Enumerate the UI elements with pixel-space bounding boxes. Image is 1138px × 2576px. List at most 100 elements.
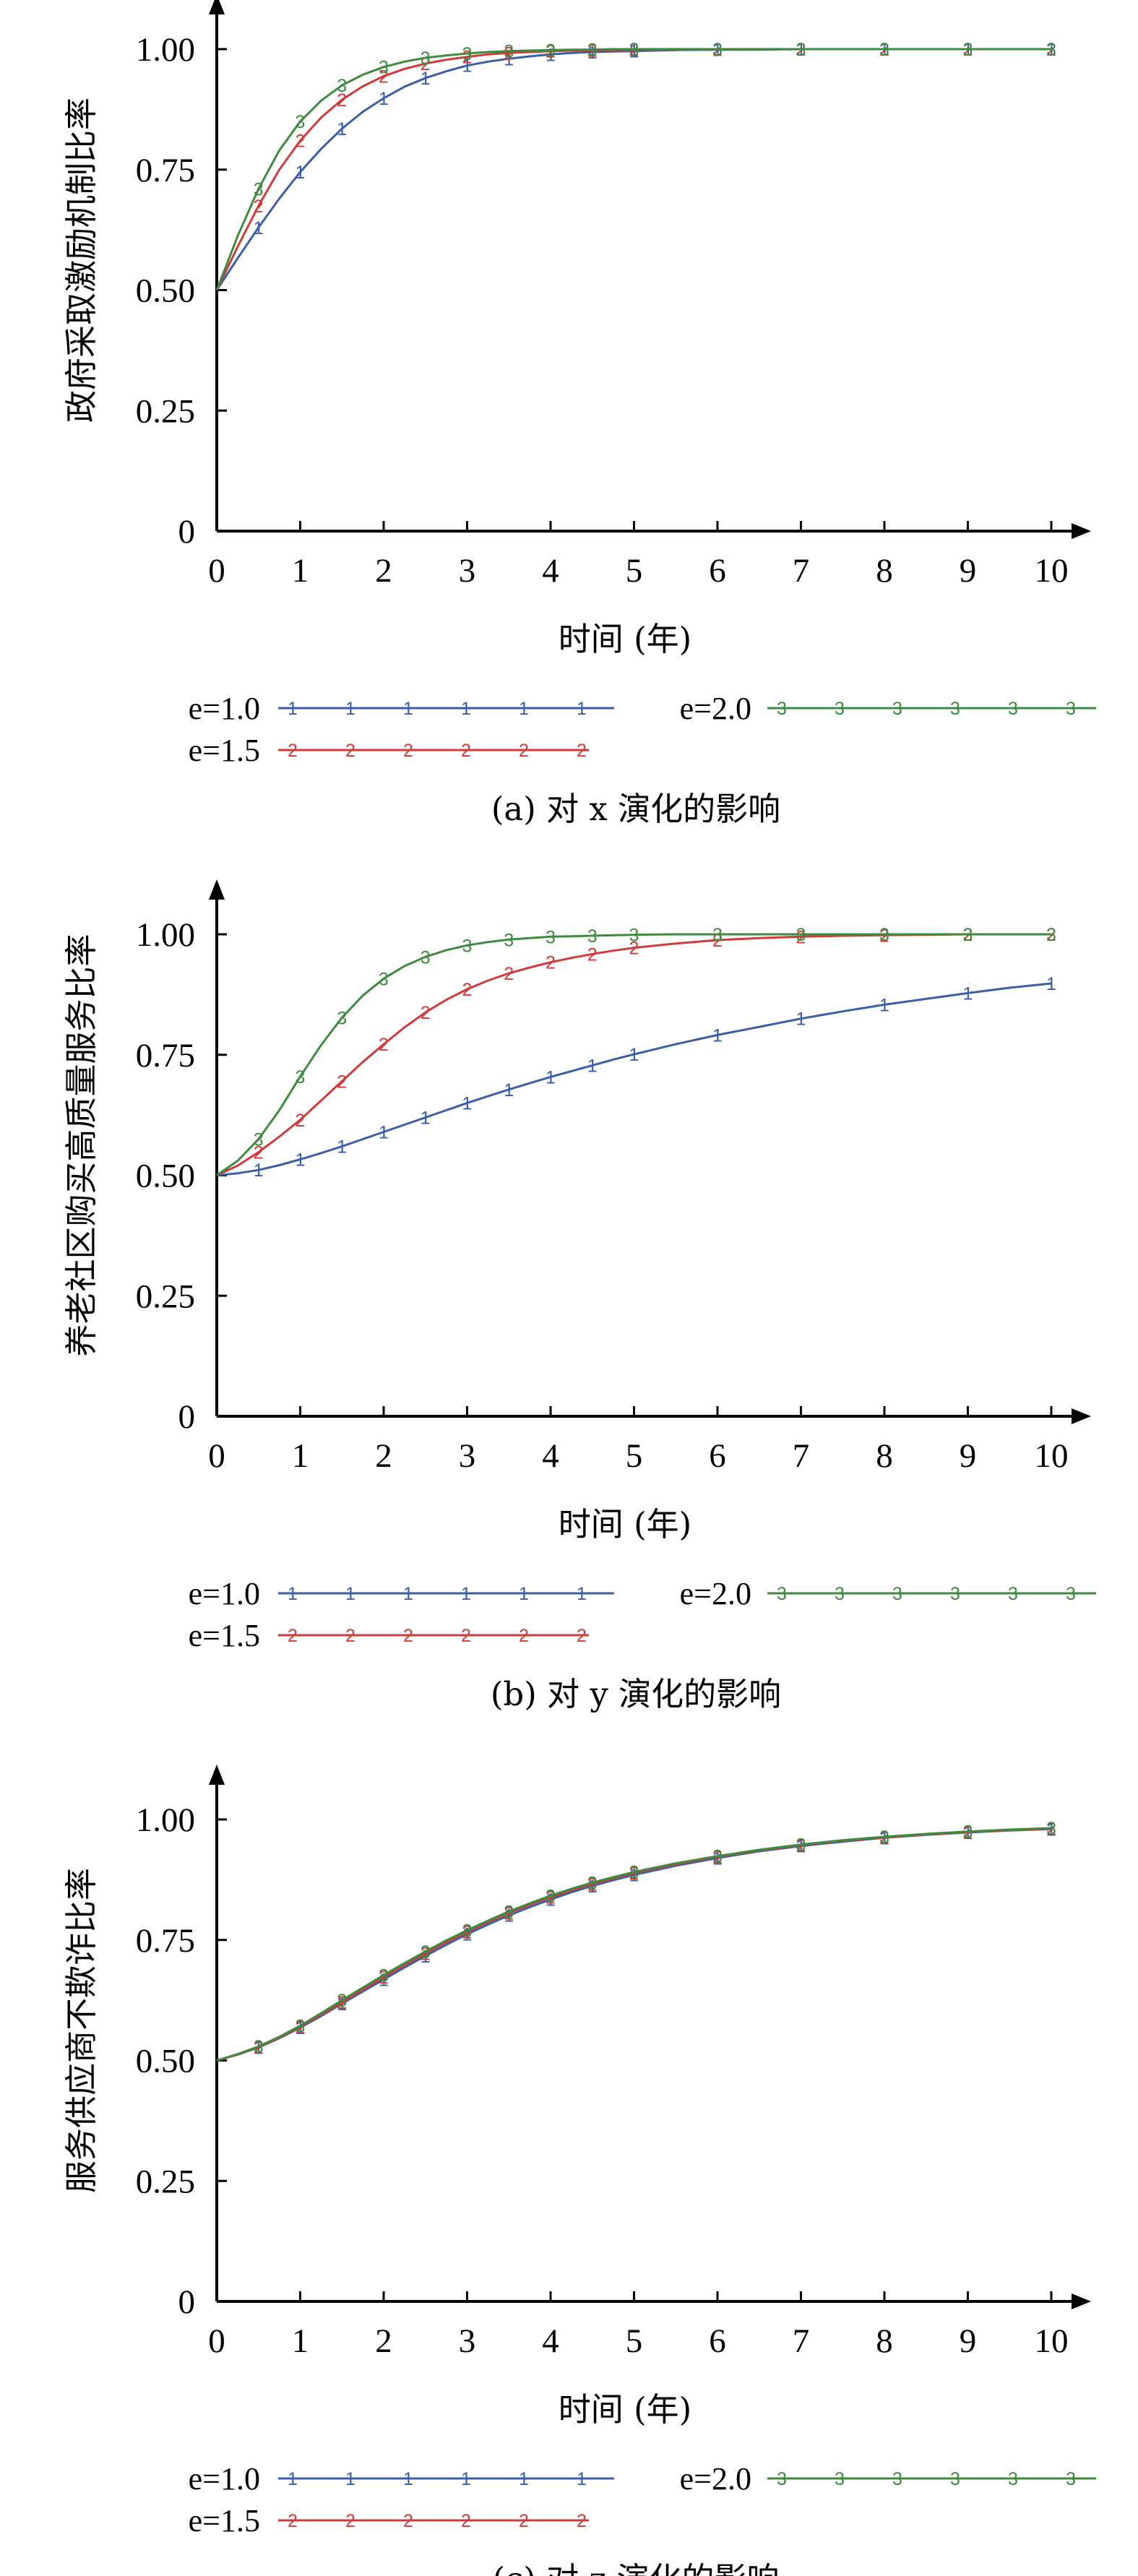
data-point-marker: 2 bbox=[504, 964, 514, 984]
legend-marker: 2 bbox=[403, 2511, 413, 2531]
data-point-marker: 3 bbox=[337, 1991, 347, 2011]
legend-marker: 2 bbox=[519, 2511, 529, 2531]
data-point-marker: 3 bbox=[462, 936, 473, 956]
y-tick-label: 0.25 bbox=[136, 1278, 195, 1315]
data-point-marker: 1 bbox=[712, 40, 723, 61]
data-point-marker: 2 bbox=[379, 66, 389, 87]
data-point-marker: 3 bbox=[254, 2037, 264, 2057]
legend-marker: 2 bbox=[461, 1626, 471, 1646]
data-point-marker: 1 bbox=[462, 1093, 473, 1113]
x-tick-label: 2 bbox=[375, 1437, 392, 1475]
data-point-marker: 3 bbox=[879, 40, 889, 60]
legend-marker: 1 bbox=[577, 1584, 587, 1604]
data-point-marker: 1 bbox=[379, 1122, 389, 1142]
data-point-marker: 3 bbox=[296, 112, 306, 132]
data-point-marker: 3 bbox=[504, 1902, 514, 1922]
data-point-marker: 2 bbox=[296, 1111, 306, 1131]
data-point-marker: 3 bbox=[546, 1886, 556, 1906]
legend-marker: 2 bbox=[519, 741, 529, 761]
data-point-marker: 2 bbox=[796, 927, 806, 947]
data-point-marker: 3 bbox=[796, 40, 806, 60]
data-point-marker: 1 bbox=[337, 1137, 347, 1157]
y-axis-title: 服务供应商不欺诈比率 bbox=[62, 1868, 100, 2193]
legend-marker: 2 bbox=[461, 2511, 471, 2531]
legend-label: e=1.5 bbox=[189, 2503, 260, 2538]
x-tick-label: 3 bbox=[459, 552, 476, 590]
data-point-marker: 2 bbox=[1046, 1819, 1056, 1840]
legend-marker: 3 bbox=[1008, 699, 1018, 719]
x-tick-label: 4 bbox=[542, 2322, 559, 2360]
data-point-marker: 3 bbox=[712, 925, 723, 945]
legend-marker: 3 bbox=[950, 699, 960, 719]
legend-label: e=2.0 bbox=[680, 691, 751, 726]
x-tick-label: 2 bbox=[375, 552, 392, 590]
data-point-marker: 3 bbox=[712, 1847, 723, 1867]
y-tick-label: 0 bbox=[178, 513, 196, 551]
y-tick-label: 1.00 bbox=[136, 1801, 195, 1839]
legend-marker: 1 bbox=[345, 699, 355, 719]
data-point-marker: 1 bbox=[796, 1009, 806, 1030]
data-point-marker: 1 bbox=[712, 1848, 723, 1869]
data-point-marker: 3 bbox=[712, 40, 723, 60]
y-axis-arrow bbox=[209, 0, 225, 14]
legend-marker: 2 bbox=[577, 741, 587, 761]
data-point-marker: 3 bbox=[504, 42, 514, 62]
data-point-marker: 3 bbox=[462, 1921, 473, 1941]
data-point-marker: 1 bbox=[546, 1067, 556, 1087]
legend-marker: 3 bbox=[835, 1584, 845, 1604]
legend-marker: 1 bbox=[403, 699, 413, 719]
x-tick-label: 0 bbox=[208, 2322, 225, 2360]
data-point-marker: 1 bbox=[1046, 974, 1056, 994]
data-point-marker: 3 bbox=[421, 1942, 431, 1963]
y-tick-label: 0.50 bbox=[136, 272, 195, 310]
x-tick-label: 2 bbox=[375, 2322, 392, 2360]
data-point-marker: 2 bbox=[712, 1847, 723, 1867]
legend-marker: 1 bbox=[288, 699, 298, 719]
data-point-marker: 2 bbox=[379, 1035, 389, 1055]
data-point-marker: 1 bbox=[963, 983, 973, 1004]
x-tick-label: 8 bbox=[876, 2322, 893, 2360]
data-point-marker: 3 bbox=[1046, 40, 1056, 60]
data-point-marker: 1 bbox=[587, 1056, 598, 1076]
legend-marker: 3 bbox=[1008, 2469, 1018, 2489]
legend-marker: 2 bbox=[345, 741, 355, 761]
figure-caption: (a) 对 x 演化的影响 bbox=[491, 790, 780, 828]
data-point-marker: 1 bbox=[1046, 1819, 1056, 1840]
legend-marker: 1 bbox=[519, 2469, 529, 2489]
legend-marker: 1 bbox=[345, 1584, 355, 1604]
data-point-marker: 3 bbox=[546, 40, 556, 61]
data-point-marker: 3 bbox=[629, 926, 639, 946]
y-axis-arrow bbox=[209, 879, 225, 900]
data-point-marker: 2 bbox=[629, 939, 639, 959]
data-point-marker: 2 bbox=[963, 1822, 973, 1843]
legend-marker: 1 bbox=[345, 2469, 355, 2489]
data-point-marker: 3 bbox=[796, 1835, 806, 1856]
data-point-marker: 3 bbox=[963, 925, 973, 945]
data-point-marker: 2 bbox=[337, 1072, 347, 1092]
data-point-marker: 2 bbox=[629, 40, 639, 61]
y-axis-title: 养老社区购买高质量服务比率 bbox=[62, 934, 100, 1356]
legend-marker: 1 bbox=[288, 2469, 298, 2489]
legend-marker: 3 bbox=[1066, 2469, 1076, 2489]
data-point-marker: 3 bbox=[296, 2016, 306, 2036]
x-tick-label: 9 bbox=[960, 552, 977, 590]
y-tick-label: 0.75 bbox=[136, 1922, 195, 1960]
x-tick-label: 10 bbox=[1035, 552, 1069, 590]
legend-label: e=1.0 bbox=[189, 1576, 260, 1611]
data-point-marker: 3 bbox=[254, 1129, 264, 1150]
data-point-marker: 1 bbox=[629, 1045, 639, 1065]
data-point-marker: 3 bbox=[963, 1822, 973, 1843]
legend-marker: 3 bbox=[1008, 1584, 1018, 1604]
x-tick-label: 3 bbox=[459, 2322, 476, 2360]
y-axis-title: 政府采取激励机制比率 bbox=[62, 98, 100, 423]
data-point-marker: 3 bbox=[379, 1965, 389, 1986]
legend-label: e=1.5 bbox=[189, 733, 260, 768]
y-axis-arrow bbox=[209, 1765, 225, 1785]
data-point-marker: 3 bbox=[1046, 1819, 1056, 1839]
data-point-marker: 3 bbox=[587, 1873, 598, 1893]
data-point-marker: 3 bbox=[296, 1067, 306, 1087]
figure-caption: (b) 对 y 演化的影响 bbox=[491, 1675, 781, 1713]
data-point-marker: 2 bbox=[587, 40, 598, 61]
data-point-marker: 1 bbox=[796, 1837, 806, 1857]
